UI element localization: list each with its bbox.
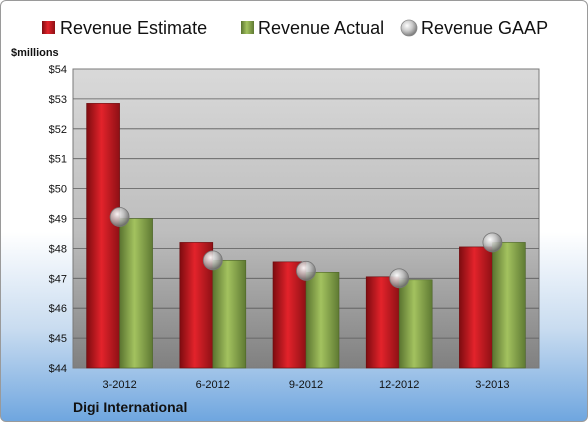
x-tick-label: 12-2012 [379,379,419,391]
marker-revenue-gaap [389,268,410,289]
marker-revenue-gaap [109,207,130,227]
legend-label-actual: Revenue Actual [258,18,384,38]
bar-revenue-actual [398,279,433,369]
y-tick-label: $52 [49,124,67,136]
company-name: Digi International [73,399,187,415]
bar-revenue-estimate [365,276,400,369]
marker-revenue-gaap [202,250,223,271]
legend-swatch-estimate [42,21,55,34]
y-tick-label: $49 [49,214,67,226]
y-tick-label: $54 [49,64,67,76]
gaap-markers [109,207,503,289]
legend-item-estimate: Revenue Estimate [42,18,207,38]
x-axis-ticks: 3-2012 6-2012 9-2012 12-2012 3-2013 [102,379,509,391]
bar-revenue-actual [212,260,247,369]
x-tick-label: 9-2012 [289,379,323,391]
legend-swatch-actual [241,21,254,34]
bar-revenue-actual [305,272,340,369]
bar-revenue-estimate [459,246,493,369]
x-tick-label: 6-2012 [196,379,230,391]
bar-revenue-actual [119,218,153,369]
legend-item-actual: Revenue Actual [241,18,384,38]
marker-revenue-gaap [482,232,503,253]
y-tick-label: $51 [49,154,67,166]
y-tick-label: $50 [49,184,67,196]
bar-revenue-estimate [272,261,307,369]
legend-label-estimate: Revenue Estimate [60,18,207,38]
bar-revenue-actual [492,242,526,369]
legend-item-gaap: Revenue GAAP [400,18,548,38]
y-tick-label: $45 [49,333,67,345]
bar-revenue-estimate [86,103,120,369]
y-tick-label: $44 [49,363,67,375]
y-tick-label: $46 [49,303,67,315]
legend: Revenue Estimate Revenue Actual Revenue … [42,18,548,38]
y-tick-label: $53 [49,94,67,106]
x-tick-label: 3-2012 [102,379,136,391]
y-axis-ticks: $44 $45 $46 $47 $48 $49 $50 $51 $52 $53 $54 [49,64,67,375]
y-axis-unit-label: $millions [11,47,59,59]
y-tick-label: $47 [49,273,67,285]
legend-swatch-gaap [400,19,418,37]
x-tick-label: 3-2013 [475,379,509,391]
bars [86,103,526,369]
legend-label-gaap: Revenue GAAP [421,18,548,38]
y-tick-label: $48 [49,243,67,255]
marker-revenue-gaap [296,260,316,281]
